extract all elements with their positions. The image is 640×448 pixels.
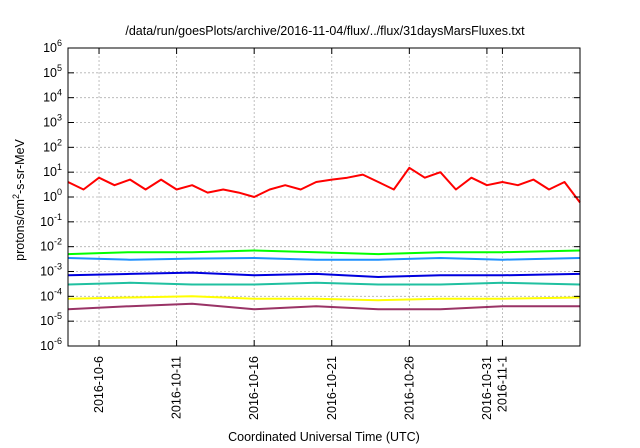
y-tick-label: 105 [43,63,62,80]
y-tick-label: 10-3 [40,262,62,279]
y-tick-label: 10-1 [40,212,62,229]
y-tick-label: 100 [43,187,62,204]
x-tick-label: 2016-10-16 [247,356,261,420]
y-axis-label: protons/cm2-s-sr-MeV [11,138,27,260]
x-tick-label: 2016-10-26 [402,356,416,420]
x-tick-label: 2016-10-21 [325,356,339,420]
grid [68,47,580,347]
series-line-0 [67,166,581,204]
x-tick-label: 2016-10-11 [170,356,184,419]
y-tick-label: 101 [43,162,62,179]
x-tick-label: 2016-10-6 [92,356,106,413]
y-axis: 10-6 10-5 10-4 10-3 10-2 10-1 100 101 102 103 104 1… [40,38,580,353]
x-tick-label: 2016-11-1 [495,356,509,412]
y-tick-label: 10-4 [40,286,62,303]
x-axis: 2016-10-6 2016-10-11 2016-10-16 2016-10-21 2… [92,48,509,420]
series-line-3 [67,271,581,278]
y-tick-label: 10-2 [40,237,62,254]
series-line-6 [67,302,580,311]
y-tick-label: 103 [43,113,62,130]
series-line-4 [67,281,581,286]
y-tick-label: 10-5 [40,311,62,328]
y-tick-label: 104 [43,88,62,105]
series-line-5 [67,295,581,302]
y-tick-label: 102 [43,137,62,154]
series-line-1 [67,249,581,256]
x-tick-label: 2016-10-31 [480,356,494,420]
x-axis-label: Coordinated Universal Time (UTC) [228,430,420,444]
y-tick-label: 10-6 [40,336,62,353]
series-line-2 [67,257,581,261]
series-layer [67,166,581,311]
y-tick-label: 106 [43,38,62,55]
chart-title: /data/run/goesPlots/archive/2016-11-04/f… [125,24,525,38]
